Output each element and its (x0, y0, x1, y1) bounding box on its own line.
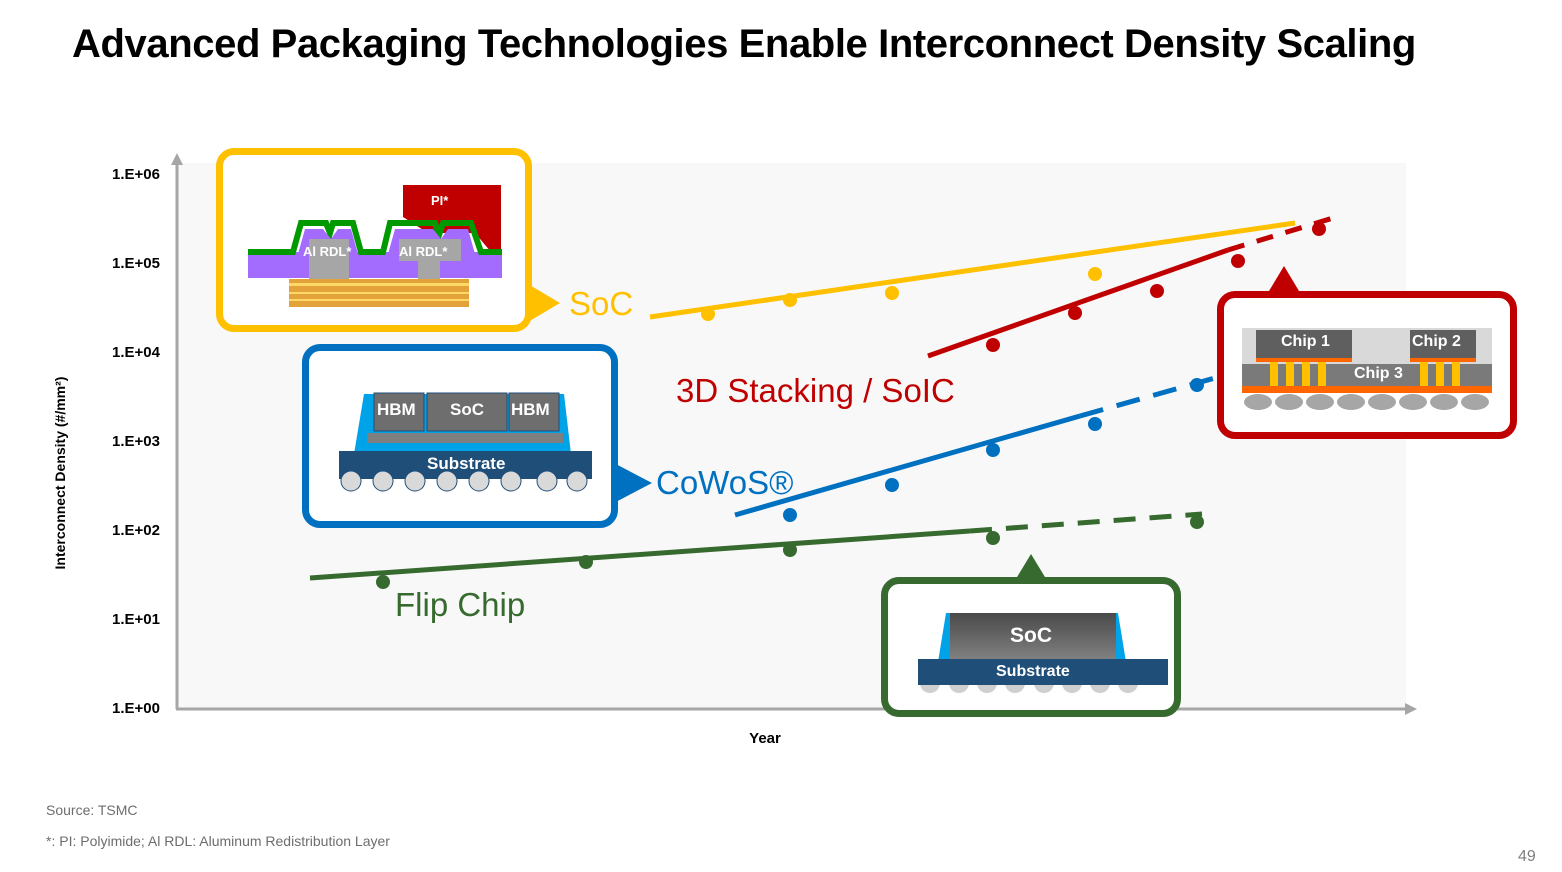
soc-callout-pointer-icon (528, 284, 560, 322)
y-tick-1e2: 1.E+02 (112, 522, 160, 539)
x-axis-label: Year (749, 730, 781, 747)
cowos-soc-label: SoC (450, 400, 484, 419)
y-tick-1e3: 1.E+03 (112, 433, 160, 450)
footnote: *: PI: Polyimide; Al RDL: Aluminum Redis… (46, 833, 390, 849)
chip2-label: Chip 2 (1412, 333, 1461, 350)
stacking-cross-section-diagram (1242, 328, 1492, 410)
series-cowos (734, 373, 1223, 522)
y-tick-1e6: 1.E+06 (112, 166, 160, 183)
hbm-right-label: HBM (511, 400, 550, 419)
slide-title: Advanced Packaging Technologies Enable I… (72, 22, 1416, 66)
flipchip-series-label: Flip Chip (395, 586, 526, 623)
flipchip-substrate-label: Substrate (996, 663, 1070, 680)
page-number: 49 (1518, 848, 1536, 865)
series-soc (649, 220, 1296, 321)
cowos-callout: HBM SoC HBM Substrate (302, 344, 618, 528)
chip3-label: Chip 3 (1354, 365, 1403, 382)
stacking-series-label: 3D Stacking / SoIC (676, 372, 955, 409)
series-flip-chip (309, 511, 1204, 589)
cowos-cross-section-diagram (339, 392, 592, 492)
al-rdl-label-1: Al RDL* (303, 244, 352, 259)
source-note: Source: TSMC (46, 802, 138, 818)
hbm-left-label: HBM (377, 400, 416, 419)
y-axis-arrow-icon (171, 153, 183, 165)
flipchip-soc-label: SoC (1010, 624, 1052, 647)
y-axis-label: Interconnect Density (#/mm²) (52, 376, 68, 570)
al-rdl-label-2: Al RDL* (399, 244, 448, 259)
cowos-series-label: CoWoS® (656, 464, 794, 501)
flipchip-callout-pointer-icon (1014, 554, 1048, 582)
y-tick-1e0: 1.E+00 (112, 700, 160, 717)
stacking-callout-pointer-icon (1266, 266, 1302, 296)
flipchip-callout: SoC Substrate (881, 577, 1181, 717)
stacking-callout: Chip 1 Chip 2 Chip 3 (1217, 291, 1517, 439)
soc-series-label: SoC (569, 285, 634, 322)
soc-cross-section-diagram (248, 185, 502, 307)
x-axis-arrow-icon (1405, 703, 1417, 715)
y-tick-1e4: 1.E+04 (112, 344, 160, 361)
y-tick-1e5: 1.E+05 (112, 255, 160, 272)
chip1-label: Chip 1 (1281, 333, 1330, 350)
pi-label: PI* (431, 193, 449, 208)
cowos-callout-pointer-icon (612, 462, 652, 504)
cowos-substrate-label: Substrate (427, 454, 506, 473)
soc-callout: PI* Al RDL* Al RDL* (216, 148, 532, 332)
flipchip-cross-section-diagram (918, 613, 1168, 693)
y-tick-1e1: 1.E+01 (112, 611, 160, 628)
series-3d-stacking (927, 215, 1334, 359)
